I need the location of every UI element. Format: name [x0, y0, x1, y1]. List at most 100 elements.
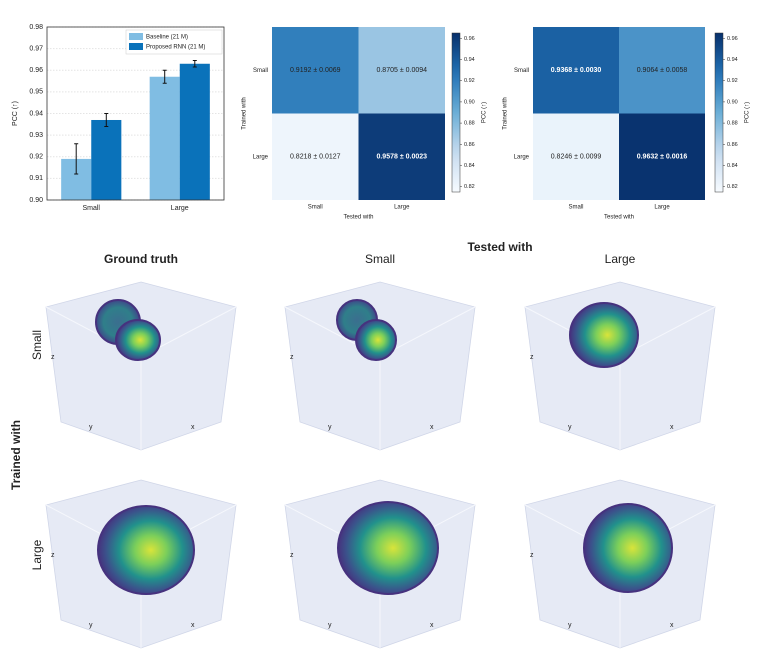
legend-swatch: [129, 43, 143, 50]
column-title: Large: [605, 252, 636, 266]
axis-letter: x: [670, 622, 674, 629]
volume-render: [97, 505, 195, 595]
bar: [91, 119, 122, 200]
y-tick-label: Large: [253, 154, 269, 160]
y-tick-label: 0.92: [29, 154, 43, 161]
y-tick-label: Small: [253, 68, 268, 74]
colorbar-tick-label: 0.90: [727, 99, 738, 105]
colorbar-tick-label: 0.94: [464, 57, 475, 63]
error-bar: [162, 69, 167, 84]
heatmap-cell: [533, 27, 619, 114]
colorbar-tick-label: 0.90: [464, 99, 475, 105]
x-tick-label: Large: [171, 205, 189, 212]
axis-letter: z: [530, 354, 534, 361]
grid-title: Tested with: [467, 240, 532, 254]
y-tick-label: 0.97: [29, 45, 43, 52]
colorbar: [714, 32, 724, 193]
volume-render: [337, 501, 439, 595]
heatmap-cell: [358, 27, 445, 114]
axis-letter: y: [89, 424, 93, 431]
volume-render: [115, 319, 161, 361]
axis-letter: x: [191, 622, 195, 629]
cell-label: 0.9064 ± 0.0058: [637, 67, 688, 74]
cell-label: 0.9368 ± 0.0030: [551, 67, 602, 74]
x-tick-label: Large: [654, 205, 670, 211]
row-label: Large: [30, 539, 44, 570]
volume-render: [583, 503, 673, 593]
heatmap-cell: [358, 113, 445, 200]
x-axis-label: Tested with: [604, 215, 634, 221]
y-tick-label: Large: [514, 154, 530, 160]
y-tick-label: 0.94: [29, 110, 43, 117]
colorbar-tick-label: 0.84: [464, 163, 475, 169]
colorbar-tick-label: 0.86: [464, 142, 475, 148]
plot-frame: [46, 26, 225, 201]
y-axis-label: PCC (↑): [12, 101, 19, 126]
y-axis-label: Trained with: [503, 97, 509, 129]
y-tick-label: 0.93: [29, 132, 43, 139]
colorbar-tick-label: 0.82: [727, 184, 738, 190]
heatmap-cell: [272, 27, 359, 114]
box-edge: [379, 306, 476, 358]
heatmap-cell: [619, 27, 705, 114]
bar: [179, 63, 210, 201]
cell-label: 0.9192 ± 0.0069: [290, 67, 341, 74]
volume-grid: Tested with Ground truth Small Large Tra…: [9, 240, 716, 649]
cell-label: 0.8218 ± 0.0127: [290, 154, 341, 161]
column-title: Ground truth: [104, 252, 178, 266]
colorbar-tick-label: 0.86: [727, 142, 738, 148]
x-tick-label: Large: [394, 205, 410, 211]
heatmap-cell: [272, 113, 359, 200]
cell-label: 0.9578 ± 0.0023: [376, 154, 427, 161]
cell-label: 0.8705 ± 0.0094: [376, 67, 427, 74]
legend-swatch: [129, 33, 143, 40]
colorbar-tick-label: 0.92: [464, 78, 475, 84]
axis-letter: x: [670, 424, 674, 431]
colorbar-tick-label: 0.88: [464, 121, 475, 127]
axis-letter: y: [328, 424, 332, 431]
error-bar: [74, 143, 79, 175]
y-tick-label: 0.96: [29, 67, 43, 74]
heatmap-cell: [533, 113, 619, 200]
axis-letter: z: [51, 354, 55, 361]
axis-letter: x: [191, 424, 195, 431]
colorbar-tick-label: 0.84: [727, 163, 738, 169]
axis-letter: y: [568, 622, 572, 629]
colorbar-tick-label: 0.96: [727, 36, 738, 42]
axis-letter: x: [430, 622, 434, 629]
axis-letter: y: [328, 622, 332, 629]
cell-label: 0.9632 ± 0.0016: [637, 154, 688, 161]
axis-letter: x: [430, 424, 434, 431]
volume-render: [355, 319, 397, 361]
axis-letter: z: [290, 354, 294, 361]
error-bar: [104, 113, 109, 127]
axis-letter: z: [51, 552, 55, 559]
y-tick-label: 0.91: [29, 175, 43, 182]
colorbar-tick-label: 0.96: [464, 36, 475, 42]
volume-render: [569, 302, 639, 368]
y-tick-label: 0.98: [29, 24, 43, 31]
heatmap-cell: [619, 113, 705, 200]
x-tick-label: Small: [308, 205, 323, 211]
colorbar-label: PCC (↑): [745, 102, 751, 123]
x-tick-label: Small: [568, 205, 583, 211]
axis-letter: y: [568, 424, 572, 431]
bar: [149, 76, 180, 200]
y-axis-label: Trained with: [242, 97, 248, 129]
colorbar-tick-label: 0.92: [727, 78, 738, 84]
column-title: Small: [365, 252, 395, 266]
y-tick-label: 0.95: [29, 89, 43, 96]
colorbar-tick-label: 0.94: [727, 57, 738, 63]
axis-letter: z: [290, 552, 294, 559]
row-title: Trained with: [9, 420, 23, 490]
legend-label: Proposed RNN (21 M): [146, 45, 205, 51]
y-tick-label: Small: [514, 68, 529, 74]
colorbar-tick-label: 0.82: [464, 184, 475, 190]
cell-label: 0.8246 ± 0.0099: [551, 154, 602, 161]
axis-letter: y: [89, 622, 93, 629]
row-label: Small: [30, 330, 44, 360]
colorbar: [451, 32, 461, 193]
error-bar: [192, 60, 197, 68]
legend-label: Baseline (21 M): [146, 35, 188, 41]
